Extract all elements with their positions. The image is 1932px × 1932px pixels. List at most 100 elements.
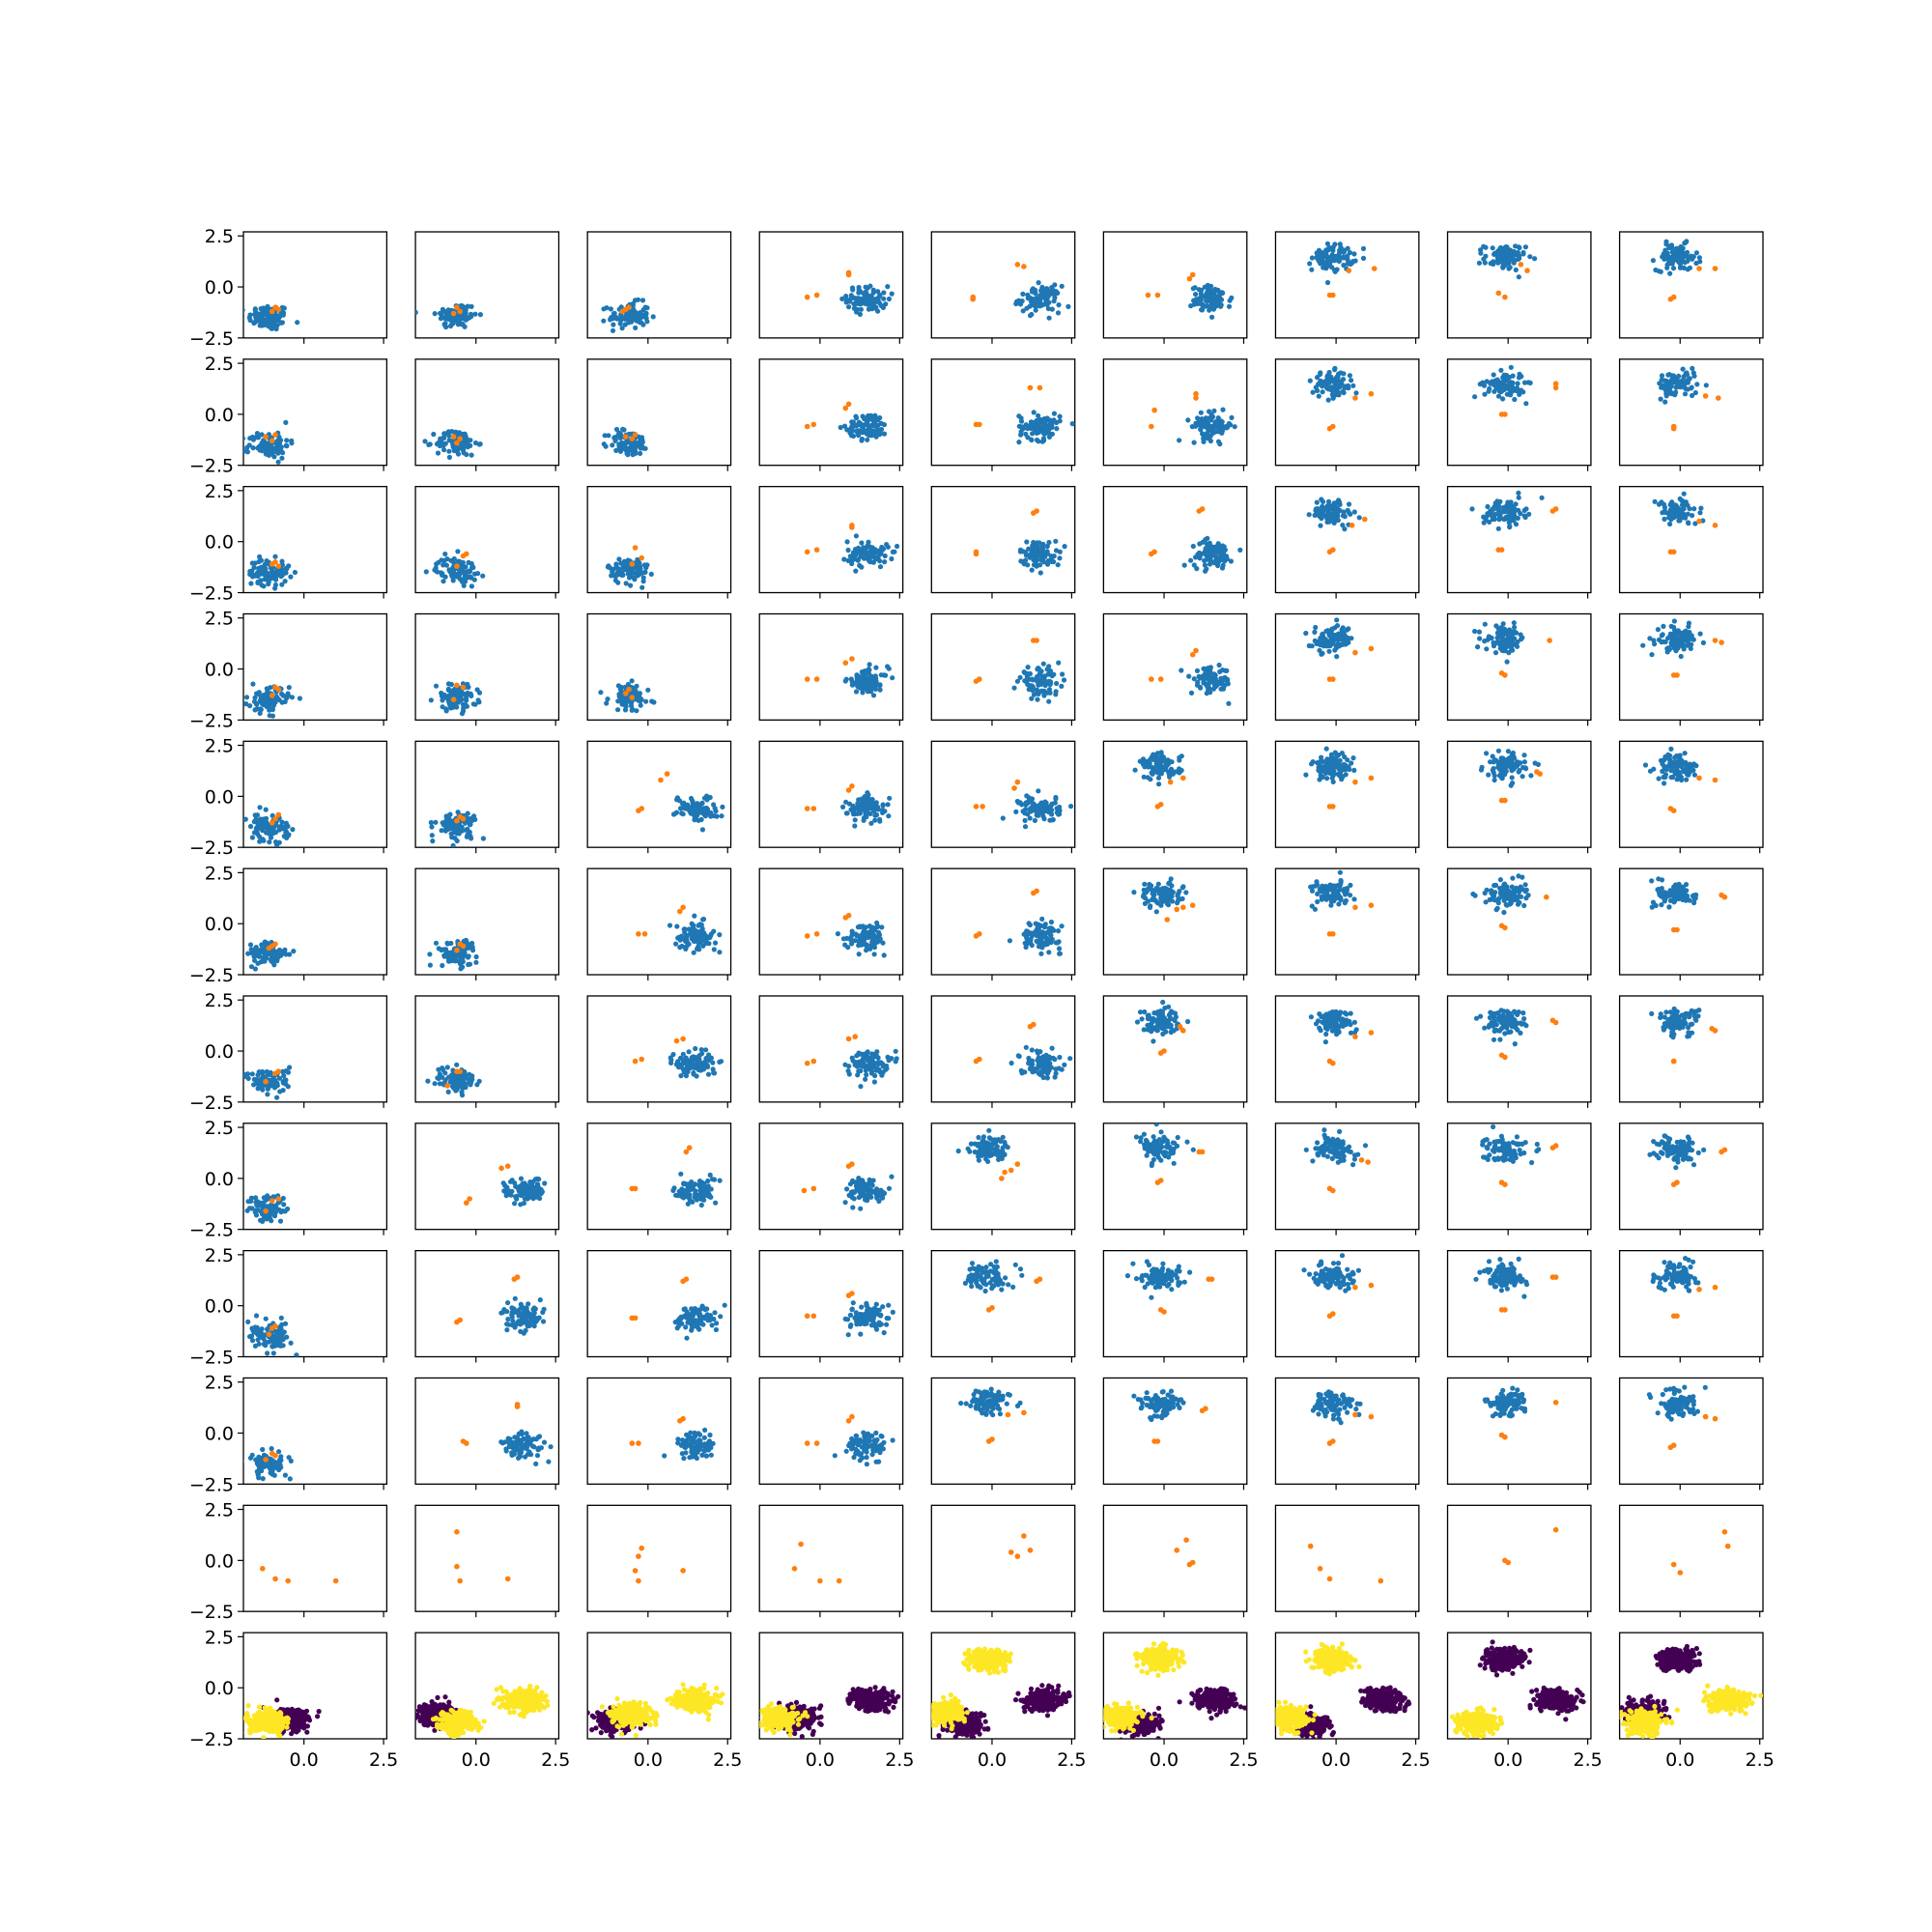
cluster-point [849,679,855,685]
highlight-point [1495,290,1502,297]
cluster-point [1316,382,1321,387]
highlight-point [1149,423,1154,430]
cluster-point [848,433,855,439]
cluster-point [1684,249,1690,255]
cluster-point [1668,775,1674,781]
cluster-point [1038,301,1044,307]
highlight-point [1346,268,1352,273]
axes-frame [930,612,1076,722]
cluster-point [840,804,846,810]
cluster-point [1494,383,1501,388]
cluster-point [1065,303,1071,309]
cluster-point [1665,645,1671,651]
cluster-point [613,315,619,321]
cluster-point [850,424,856,430]
cluster-point [1309,255,1315,261]
cluster-point [1676,518,1682,524]
highlight-point [1034,508,1039,514]
cluster-point [442,309,448,315]
cluster-point [648,571,654,578]
subplot-r6-c3 [586,867,732,981]
cluster-point [895,543,900,550]
cluster-point [1195,300,1201,306]
cluster-point [868,299,874,305]
marks-group [970,262,1071,321]
cluster-point [859,540,865,546]
cluster-point [1049,423,1055,429]
cluster-point [1046,698,1052,704]
cluster-point [625,681,632,688]
axes-frame [1618,486,1764,594]
cluster-point [1217,668,1223,675]
cluster-point [254,701,260,707]
cluster-point [1666,756,1672,762]
cluster-point [881,422,888,428]
cluster-point [447,702,453,708]
cluster-point [883,301,889,307]
cluster-point [1337,379,1343,385]
cluster-point [276,440,282,446]
subplot-r4-c8 [1446,612,1592,726]
marks-group [243,805,296,848]
cluster-point [1526,511,1532,517]
cluster-point [447,811,453,817]
cluster-point [1337,757,1343,764]
cluster-point [643,311,649,317]
cluster-point [859,436,866,442]
subplot-r6-c1: 2.50.0−2.5 [189,863,388,986]
highlight-point [269,820,275,826]
cluster-point [619,570,625,577]
cluster-point [876,549,882,554]
cluster-point [617,687,624,693]
highlight-point [639,806,644,811]
cluster-point [1016,413,1022,419]
cluster-point [855,422,861,428]
marks-group [804,656,895,698]
highlight-point [1670,549,1677,555]
cluster-point [433,565,439,571]
highlight-point [977,676,982,682]
cluster-point [615,433,621,439]
cluster-point [272,571,278,577]
cluster-point [623,314,630,320]
highlight-point [1193,390,1199,397]
cluster-point [1335,517,1341,524]
cluster-point [640,575,646,581]
subplot-r3-c3 [586,486,732,599]
cluster-point [850,804,856,810]
cluster-point [609,573,614,579]
cluster-point [1690,513,1695,519]
cluster-point [870,693,877,698]
axes-frame [414,740,560,848]
highlight-point [460,815,467,822]
subplot-r3-c1: 2.50.0−2.5 [189,481,388,605]
cluster-point [1514,643,1520,649]
cluster-point [279,582,285,587]
cluster-point [1210,427,1216,433]
cluster-point [682,926,688,932]
cluster-point [1020,549,1026,554]
cluster-point [265,826,270,832]
cluster-point [1692,389,1698,396]
cluster-point [1024,793,1030,799]
cluster-point [1484,646,1490,652]
highlight-point [804,676,810,682]
cluster-point [1502,627,1508,633]
cluster-point [643,698,649,704]
marks-group [636,904,723,955]
marks-group [415,302,483,330]
cluster-point [1333,255,1339,261]
cluster-point [465,303,470,309]
cluster-point [1019,424,1025,430]
cluster-point [1330,514,1336,520]
cluster-point [1334,623,1341,629]
highlight-point [845,401,852,408]
cluster-point [480,573,486,579]
cluster-point [1214,682,1220,688]
cluster-point [1198,426,1204,432]
cluster-point [1520,635,1525,640]
cluster-point [1516,769,1521,775]
cluster-point [885,802,891,808]
cluster-point [623,565,630,572]
cluster-point [1503,768,1509,775]
